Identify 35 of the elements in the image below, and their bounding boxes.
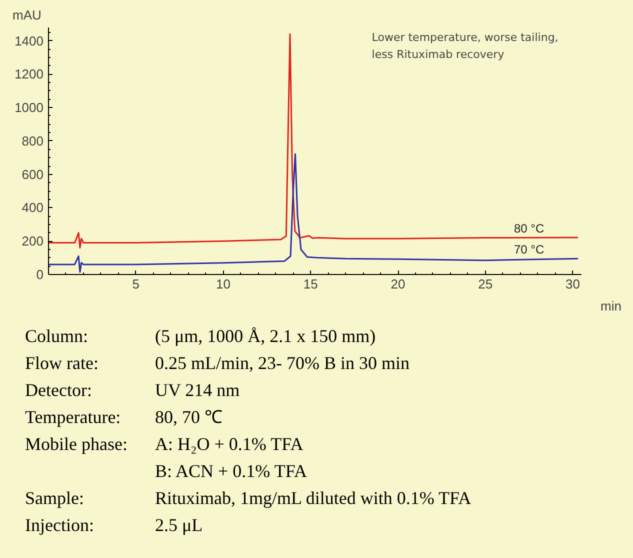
text: 2.5 μL [155, 514, 204, 537]
x-tick-label: 25 [478, 276, 493, 292]
y-tick-label: 800 [22, 133, 44, 148]
x-tick-label: 30 [566, 276, 580, 292]
y-tick-label: 0 [36, 267, 44, 282]
text: Flow rate: [24, 352, 100, 375]
y-tick-label: 600 [22, 166, 44, 182]
x-tick-label: 10 [216, 276, 230, 292]
series-label: 70 °C [514, 242, 544, 257]
text: Mobile phase: [24, 433, 128, 456]
text: A: H₂O + 0.1% TFA [155, 433, 304, 456]
x-axis-title: min [600, 298, 622, 314]
x-tick-label: 20 [390, 276, 406, 292]
text: Detector: [24, 379, 93, 402]
text: 0.25 mL/min, 23- 70% B in 30 min [155, 352, 410, 375]
text: 80, 70 ℃ [155, 406, 224, 429]
text: B: ACN + 0.1% TFA [155, 460, 308, 483]
x-tick-label: 15 [303, 276, 318, 292]
x-tick-label: 5 [132, 276, 140, 292]
annotation: Lower temperature, worse tailing, less Rituximab recovery [372, 31, 558, 61]
line-series [48, 153, 579, 273]
text: Rituximab, 1mg/mL diluted with 0.1% TFA [155, 487, 472, 510]
text: Temperature: [24, 406, 122, 429]
text: Injection: [24, 514, 95, 537]
text: Sample: [24, 487, 85, 510]
y-tick-label: 1000 [14, 100, 44, 116]
y-tick-label: 200 [22, 234, 44, 249]
y-tick-label: 400 [22, 200, 44, 216]
y-axis-title: mAU [12, 8, 42, 22]
y-tick-label: 1200 [14, 66, 44, 82]
series-label: 80 °C [514, 221, 544, 236]
text: Column: [24, 325, 90, 348]
text: UV 214 nm [155, 379, 241, 402]
y-tick-label: 1400 [14, 33, 44, 48]
text: (5 μm, 1000 Å, 2.1 x 150 mm) [155, 325, 377, 348]
